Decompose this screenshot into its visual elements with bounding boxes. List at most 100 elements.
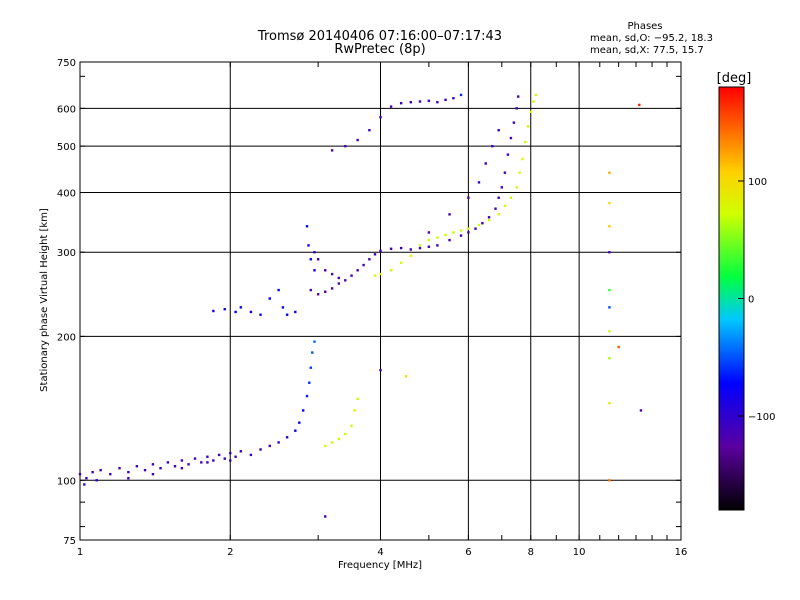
phases-o-stats: mean, sd,O: −95.2, 18.3 [590, 33, 713, 44]
data-point [608, 201, 611, 205]
data-point [330, 441, 334, 444]
data-point [497, 213, 500, 216]
data-point [259, 448, 262, 451]
data-point [268, 444, 271, 448]
colorbar-ticks: 100 0 −100 [738, 177, 775, 423]
data-point [285, 313, 289, 316]
data-point [277, 441, 280, 444]
data-point [350, 274, 353, 277]
x-tick-label: 16 [675, 547, 688, 558]
y-tick-label: 750 [57, 58, 76, 69]
data-point [307, 244, 310, 247]
data-point [313, 269, 316, 272]
data-point [368, 128, 371, 132]
data-point [277, 288, 280, 292]
data-point [91, 470, 94, 474]
data-point [639, 409, 643, 412]
y-tick-label: 75 [63, 536, 76, 547]
data-point [503, 171, 507, 174]
data-point [379, 115, 382, 119]
y-tick-label: 100 [57, 476, 76, 487]
data-point [467, 196, 470, 199]
data-point [459, 229, 463, 232]
data-point [127, 477, 130, 480]
data-point [187, 463, 190, 466]
data-point [249, 453, 253, 457]
data-point [436, 236, 439, 239]
data-point [427, 231, 431, 234]
data-point [78, 472, 82, 476]
data-point [109, 472, 112, 476]
data-point [494, 207, 497, 210]
data-point [135, 465, 139, 468]
data-point [95, 479, 98, 482]
data-point [316, 258, 320, 261]
data-point [344, 144, 347, 148]
data-point [268, 297, 271, 300]
data-point [239, 306, 243, 309]
data-point [444, 233, 447, 237]
data-point [344, 279, 347, 282]
data-point [389, 105, 393, 108]
data-point [399, 246, 403, 250]
phases-heading: Phases [627, 21, 662, 32]
data-point [608, 401, 611, 405]
y-tick-label: 200 [57, 332, 76, 343]
y-tick-label: 500 [57, 142, 76, 153]
axis-ticks: 1 2 4 6 8 10 16 75 100 200 300 400 500 600 750 [57, 58, 687, 558]
data-point [180, 466, 184, 470]
data-point [356, 269, 359, 272]
data-point [324, 269, 327, 272]
data-point [259, 313, 262, 316]
data-point [448, 238, 451, 242]
data-point [83, 483, 86, 486]
data-point [436, 244, 439, 247]
data-point [427, 245, 431, 248]
data-point [399, 261, 403, 265]
data-point [127, 470, 130, 474]
data-point [309, 258, 312, 261]
data-point [500, 186, 504, 189]
data-point [532, 100, 535, 103]
data-point [418, 246, 422, 250]
data-point [166, 461, 170, 464]
data-point [399, 101, 403, 105]
data-point [524, 140, 527, 144]
data-point [638, 103, 641, 107]
data-point [487, 216, 491, 219]
data-point [313, 251, 316, 254]
data-point [239, 450, 243, 453]
x-tick-label: 10 [573, 547, 586, 558]
data-point [497, 196, 500, 199]
data-point [206, 455, 209, 458]
data-point [452, 96, 455, 100]
data-point [180, 459, 184, 462]
data-point [330, 287, 334, 290]
data-point [506, 153, 510, 156]
data-point [503, 204, 507, 208]
data-point [509, 136, 513, 140]
data-point [159, 466, 162, 470]
data-point [481, 222, 484, 225]
data-point [529, 110, 532, 114]
data-point [229, 451, 232, 455]
data-point [316, 293, 320, 296]
data-point [512, 121, 516, 124]
data-point [344, 432, 347, 436]
data-point [452, 231, 455, 234]
data-point [608, 251, 611, 254]
data-point [281, 306, 285, 309]
data-point [491, 144, 494, 148]
chart-subtitle: RwPretec (8p) [334, 42, 425, 57]
data-point [474, 227, 477, 230]
colorbar-label: [deg] [717, 71, 752, 86]
data-point [427, 238, 431, 242]
data-point [515, 186, 518, 189]
x-tick-label: 8 [528, 547, 534, 558]
data-point [389, 269, 393, 272]
data-point [436, 100, 439, 104]
data-point [509, 196, 513, 199]
data-point [444, 98, 447, 102]
data-point [118, 466, 121, 470]
